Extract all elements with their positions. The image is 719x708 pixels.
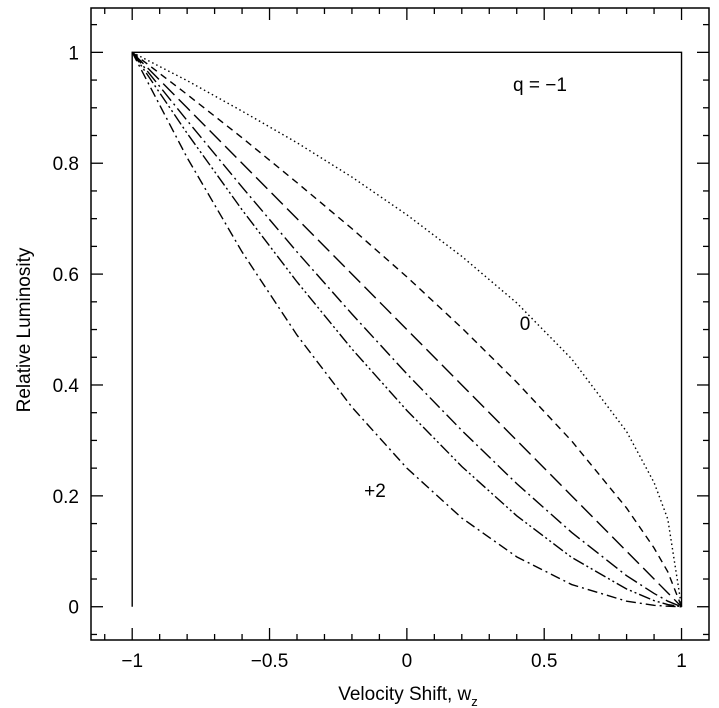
x-axis-label: Velocity Shift, wz [338,684,478,708]
series-line [131,51,683,607]
y-axis-label: Relative Luminosity [14,247,35,412]
x-tick-label: 0 [402,651,413,672]
annotation: 0 [520,314,531,335]
annotation: q = −1 [513,75,567,96]
series-line [131,52,682,608]
y-tick-label: 0 [68,598,79,619]
annotation: +2 [364,481,386,502]
y-tick-label: 0.2 [53,487,79,508]
x-tick-label: −0.5 [251,651,289,672]
x-tick-label: −1 [121,651,143,672]
series-line [131,51,683,608]
y-tick-label: 0.6 [53,265,79,286]
series-line [131,51,683,607]
x-tick-label: 1 [676,651,687,672]
x-axis-label-sub: z [471,694,478,708]
series-line [131,51,682,608]
y-tick-label: 0.8 [53,154,79,175]
x-tick-label: 0.5 [531,651,557,672]
y-tick-label: 1 [68,43,79,64]
y-tick-label: 0.4 [53,376,80,397]
series-line [131,51,682,608]
plot-frame [90,7,710,641]
series-line [131,51,683,607]
x-axis-label-main: Velocity Shift, w [338,684,471,705]
